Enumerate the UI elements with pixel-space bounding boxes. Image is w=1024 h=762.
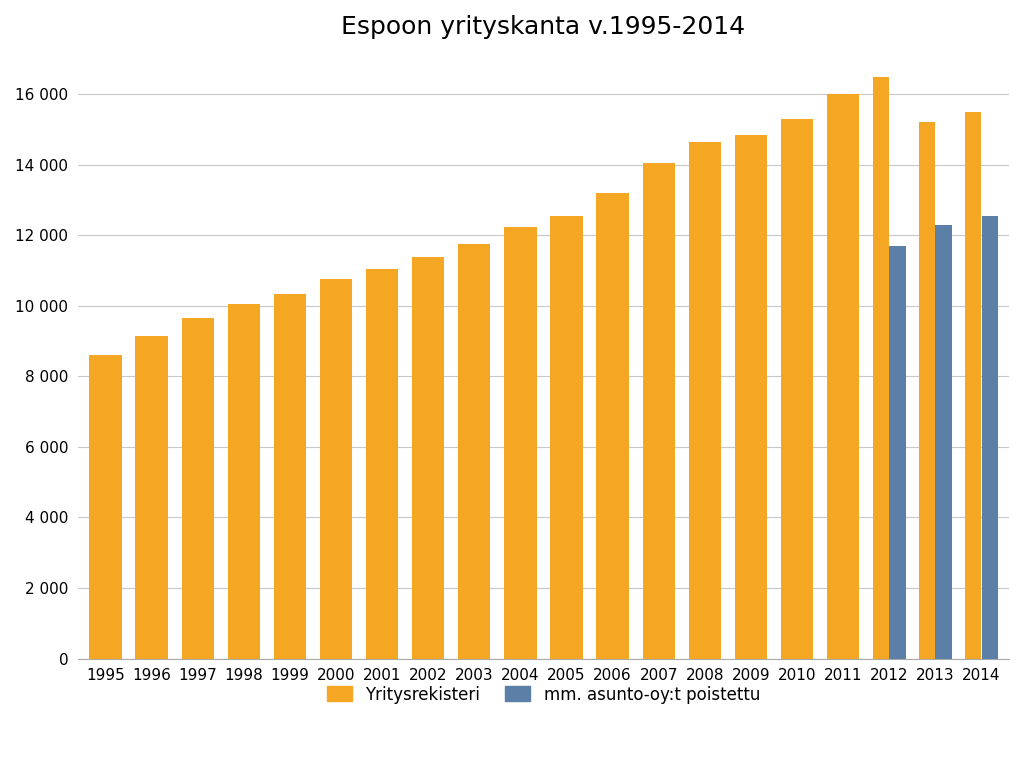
Bar [504,226,537,658]
Bar [89,355,122,658]
Bar [781,119,813,658]
Bar [596,193,629,658]
Bar [827,94,859,658]
Title: Espoon yrityskanta v.1995-2014: Espoon yrityskanta v.1995-2014 [341,15,745,39]
Bar [936,225,951,658]
Bar [982,216,997,658]
Bar [319,280,352,658]
Bar [965,112,981,658]
Bar [412,257,444,658]
Bar [227,304,260,658]
Legend: Yritysrekisteri, mm. asunto-oy:t poistettu: Yritysrekisteri, mm. asunto-oy:t poistet… [321,679,767,710]
Bar [872,77,889,658]
Bar [735,135,767,658]
Bar [366,269,398,658]
Bar [919,123,935,658]
Bar [458,244,490,658]
Bar [890,246,905,658]
Bar [273,293,306,658]
Bar [688,142,721,658]
Bar [550,216,583,658]
Bar [135,336,168,658]
Bar [181,319,214,658]
Bar [642,163,675,658]
